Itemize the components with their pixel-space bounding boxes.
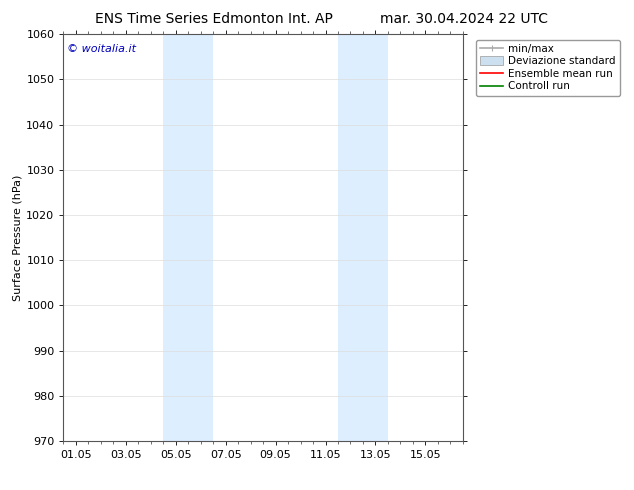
- Bar: [338, 34, 388, 441]
- Text: ENS Time Series Edmonton Int. AP: ENS Time Series Edmonton Int. AP: [95, 12, 333, 26]
- Bar: [164, 34, 213, 441]
- Y-axis label: Surface Pressure (hPa): Surface Pressure (hPa): [12, 174, 22, 301]
- Text: © woitalia.it: © woitalia.it: [67, 45, 136, 54]
- Legend: min/max, Deviazione standard, Ensemble mean run, Controll run: min/max, Deviazione standard, Ensemble m…: [476, 40, 620, 96]
- Text: mar. 30.04.2024 22 UTC: mar. 30.04.2024 22 UTC: [380, 12, 548, 26]
